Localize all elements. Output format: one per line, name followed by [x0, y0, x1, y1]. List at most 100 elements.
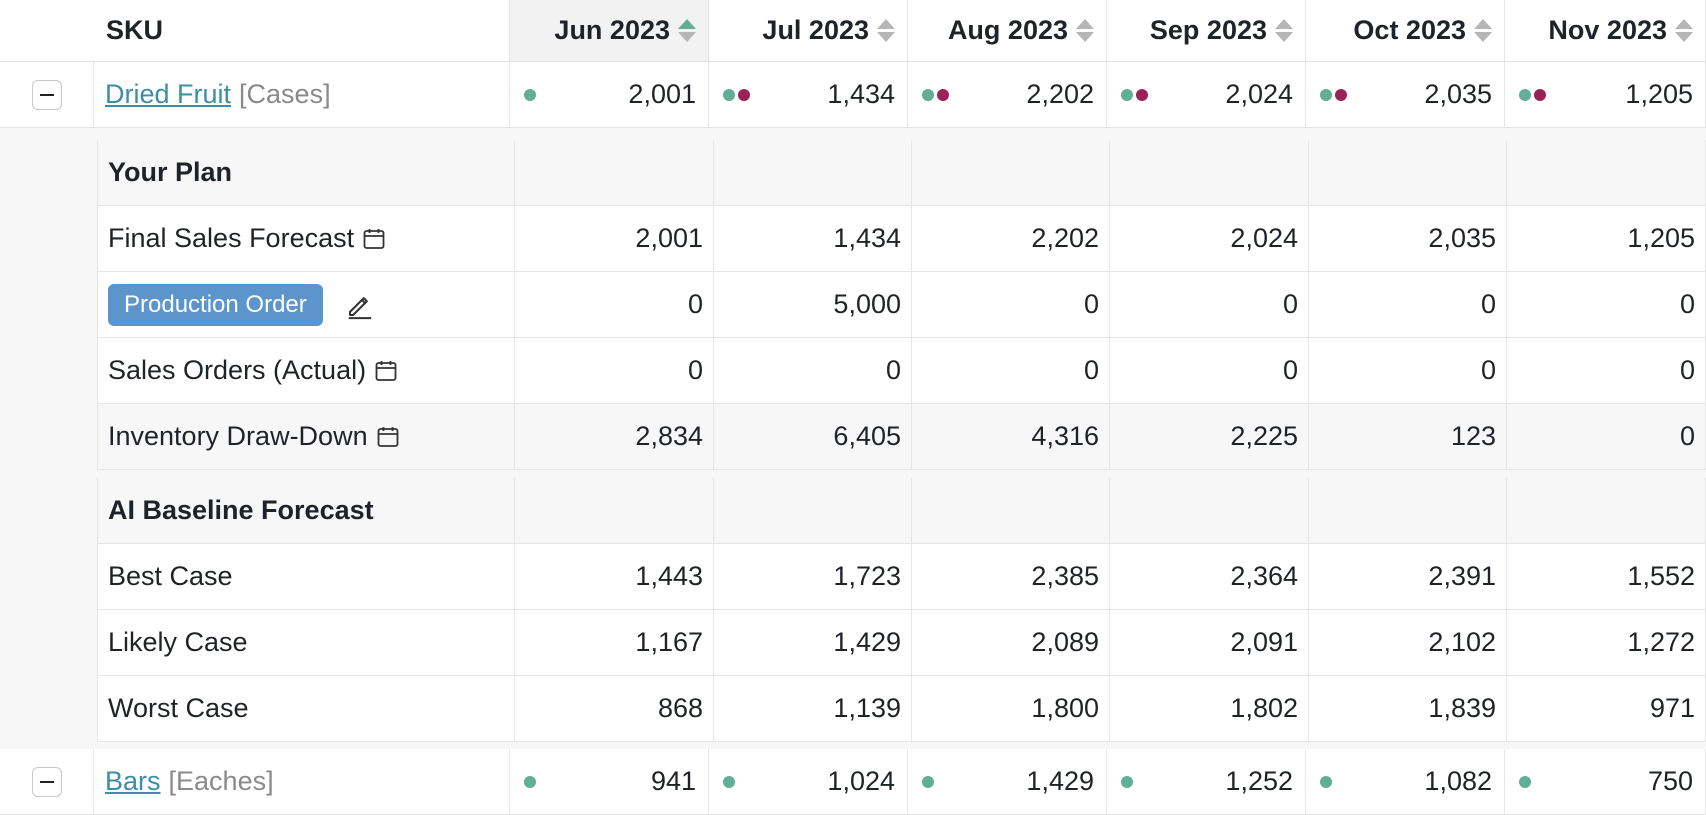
detail-value-cell[interactable]: 0: [912, 338, 1110, 404]
detail-value-cell[interactable]: 2,089: [912, 610, 1110, 676]
sku-month-cell[interactable]: 1,024: [709, 749, 908, 815]
sort-icon[interactable]: [1076, 19, 1094, 42]
detail-value-cell[interactable]: 868: [515, 676, 714, 742]
detail-value-cell[interactable]: 2,202: [912, 206, 1110, 272]
detail-value-cell[interactable]: 1,205: [1507, 206, 1706, 272]
sku-month-cell[interactable]: 1,434: [709, 62, 908, 128]
detail-value: 1,139: [833, 693, 901, 723]
sku-month-cell[interactable]: 941: [510, 749, 709, 815]
detail-value-cell[interactable]: 0: [1507, 272, 1706, 338]
detail-value-cell[interactable]: 2,385: [912, 544, 1110, 610]
sort-ascending-icon[interactable]: [877, 19, 895, 29]
detail-value-cell[interactable]: 123: [1309, 404, 1507, 470]
sku-month-cell[interactable]: 1,205: [1505, 62, 1706, 128]
collapse-toggle-button[interactable]: [31, 79, 62, 110]
sort-icon[interactable]: [678, 19, 696, 42]
detail-value-cell[interactable]: 0: [1507, 338, 1706, 404]
sort-icon[interactable]: [1474, 19, 1492, 42]
sku-month-cell[interactable]: 1,252: [1107, 749, 1306, 815]
detail-value-cell[interactable]: 2,225: [1110, 404, 1309, 470]
sort-ascending-icon[interactable]: [1076, 19, 1094, 29]
detail-value-cell[interactable]: 1,802: [1110, 676, 1309, 742]
sort-ascending-icon[interactable]: [1474, 19, 1492, 29]
column-header-label: Jul 2023: [762, 15, 869, 45]
detail-value: 1,272: [1627, 627, 1695, 657]
detail-value-cell[interactable]: 2,834: [515, 404, 714, 470]
detail-value-cell[interactable]: 1,429: [714, 610, 912, 676]
detail-value-cell[interactable]: 0: [1309, 272, 1507, 338]
sku-month-cell[interactable]: 2,035: [1306, 62, 1505, 128]
sort-descending-icon[interactable]: [1275, 32, 1293, 42]
teal-status-dot: [723, 88, 735, 101]
detail-value-cell[interactable]: 0: [714, 338, 912, 404]
column-header-label: Aug 2023: [947, 15, 1068, 45]
detail-value: 2,091: [1230, 627, 1298, 657]
detail-value-cell[interactable]: 1,443: [515, 544, 714, 610]
sort-descending-icon[interactable]: [877, 32, 895, 42]
detail-value-cell[interactable]: 2,102: [1309, 610, 1507, 676]
detail-value-cell[interactable]: 1,167: [515, 610, 714, 676]
collapse-toggle-button[interactable]: [31, 766, 62, 797]
detail-value-cell[interactable]: 1,800: [912, 676, 1110, 742]
sort-icon[interactable]: [1275, 19, 1293, 42]
detail-value-cell[interactable]: 0: [1110, 338, 1309, 404]
section-header-blank-cell: [515, 478, 714, 544]
detail-value-cell[interactable]: 2,035: [1309, 206, 1507, 272]
detail-value-cell[interactable]: 2,091: [1110, 610, 1309, 676]
sku-month-value: 2,202: [1026, 79, 1094, 109]
column-header-jul-2023[interactable]: Jul 2023: [709, 0, 908, 62]
sort-descending-icon[interactable]: [678, 32, 696, 42]
column-header-sep-2023[interactable]: Sep 2023: [1107, 0, 1306, 62]
status-dots: [524, 88, 536, 101]
sort-descending-icon[interactable]: [1076, 32, 1094, 42]
sku-month-cell[interactable]: 1,082: [1306, 749, 1505, 815]
edit-icon[interactable]: [345, 290, 375, 320]
detail-value-cell[interactable]: 1,552: [1507, 544, 1706, 610]
detail-value-cell[interactable]: 4,316: [912, 404, 1110, 470]
section-header-blank-cell: [714, 140, 912, 206]
detail-value-cell[interactable]: 1,839: [1309, 676, 1507, 742]
sort-descending-icon[interactable]: [1675, 32, 1693, 42]
detail-value-cell[interactable]: 0: [515, 272, 714, 338]
sku-month-cell[interactable]: 1,429: [908, 749, 1107, 815]
detail-value-cell[interactable]: 0: [1309, 338, 1507, 404]
calendar-icon[interactable]: [362, 227, 386, 251]
sort-icon[interactable]: [1675, 19, 1693, 42]
detail-row-label-text: Best Case: [108, 561, 233, 591]
calendar-icon[interactable]: [374, 359, 398, 383]
detail-value-cell[interactable]: 6,405: [714, 404, 912, 470]
detail-value-cell[interactable]: 0: [912, 272, 1110, 338]
sku-name-link[interactable]: Bars: [105, 766, 161, 796]
production-order-button[interactable]: Production Order: [108, 283, 323, 326]
detail-value-cell[interactable]: 2,364: [1110, 544, 1309, 610]
sku-month-cell[interactable]: 750: [1505, 749, 1706, 815]
column-header-jun-2023[interactable]: Jun 2023: [510, 0, 709, 62]
sku-name-link[interactable]: Dried Fruit: [105, 79, 232, 109]
column-header-oct-2023[interactable]: Oct 2023: [1306, 0, 1505, 62]
column-header-sku[interactable]: SKU: [0, 0, 510, 62]
sort-ascending-icon[interactable]: [678, 19, 696, 29]
sku-month-cell[interactable]: 2,024: [1107, 62, 1306, 128]
detail-value-cell[interactable]: 5,000: [714, 272, 912, 338]
detail-value-cell[interactable]: 2,001: [515, 206, 714, 272]
sort-ascending-icon[interactable]: [1675, 19, 1693, 29]
detail-value-cell[interactable]: 1,723: [714, 544, 912, 610]
detail-value-cell[interactable]: 0: [1110, 272, 1309, 338]
detail-value-cell[interactable]: 1,139: [714, 676, 912, 742]
detail-value-cell[interactable]: 0: [1507, 404, 1706, 470]
plum-status-dot: [1534, 88, 1546, 101]
sort-icon[interactable]: [877, 19, 895, 42]
detail-value-cell[interactable]: 0: [515, 338, 714, 404]
detail-value-cell[interactable]: 1,434: [714, 206, 912, 272]
sku-month-cell[interactable]: 2,001: [510, 62, 709, 128]
sort-descending-icon[interactable]: [1474, 32, 1492, 42]
column-header-aug-2023[interactable]: Aug 2023: [908, 0, 1107, 62]
sku-month-cell[interactable]: 2,202: [908, 62, 1107, 128]
detail-value-cell[interactable]: 1,272: [1507, 610, 1706, 676]
detail-value-cell[interactable]: 971: [1507, 676, 1706, 742]
column-header-nov-2023[interactable]: Nov 2023: [1505, 0, 1706, 62]
calendar-icon[interactable]: [376, 425, 400, 449]
detail-value-cell[interactable]: 2,391: [1309, 544, 1507, 610]
sort-ascending-icon[interactable]: [1275, 19, 1293, 29]
detail-value-cell[interactable]: 2,024: [1110, 206, 1309, 272]
